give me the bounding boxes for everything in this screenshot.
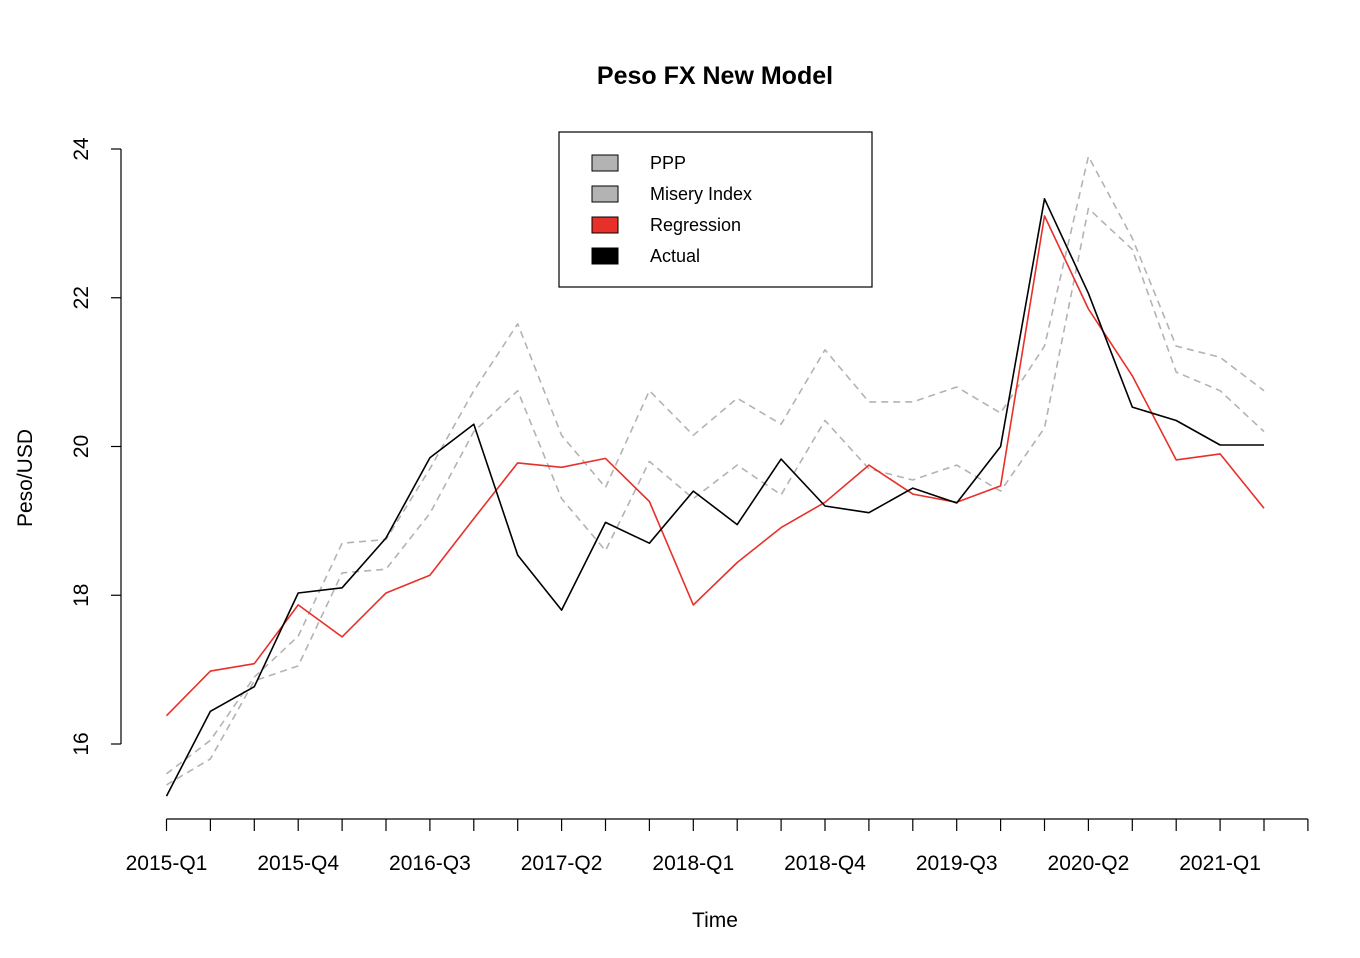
series-line-regression [165,215,1265,717]
y-axis: 16 18 20 22 24 [70,137,122,756]
y-axis-label: Peso/USD [14,429,37,527]
y-tick-label: 18 [70,584,93,607]
legend-swatch [591,247,619,265]
x-axis: 2015-Q1 2015-Q4 2016-Q3 2017-Q2 2018-Q1 2018-… [126,818,1309,875]
x-tick-label: 2019-Q3 [916,852,998,875]
legend-swatch [591,154,619,172]
legend-swatch [591,216,619,234]
series-line-ppp [166,155,1265,775]
x-tick-label: 2021-Q1 [1179,852,1261,875]
x-tick-label: 2015-Q1 [126,852,208,875]
legend-swatch [591,185,619,203]
legend-label: Actual [650,246,700,266]
legend-label: Misery Index [650,184,752,204]
y-tick-label: 16 [70,732,93,755]
y-tick-label: 20 [70,435,93,458]
x-tick-label: 2016-Q3 [389,852,471,875]
legend: PPP Misery Index Regression Actual [558,131,873,288]
legend-label: Regression [650,215,741,235]
x-tick-label: 2015-Q4 [257,852,339,875]
x-tick-label: 2017-Q2 [521,852,603,875]
x-tick-label: 2018-Q4 [784,852,866,875]
series-line-misery-index [166,207,1265,786]
series-layer [165,155,1265,797]
x-axis-label: Time [692,909,738,932]
legend-label: PPP [650,153,686,173]
y-tick-label: 24 [70,137,93,161]
chart-title: Peso FX New Model [597,62,833,90]
x-tick-label: 2020-Q2 [1048,852,1130,875]
series-line-actual [165,198,1264,797]
x-tick-label: 2018-Q1 [652,852,734,875]
y-tick-label: 22 [70,286,93,309]
